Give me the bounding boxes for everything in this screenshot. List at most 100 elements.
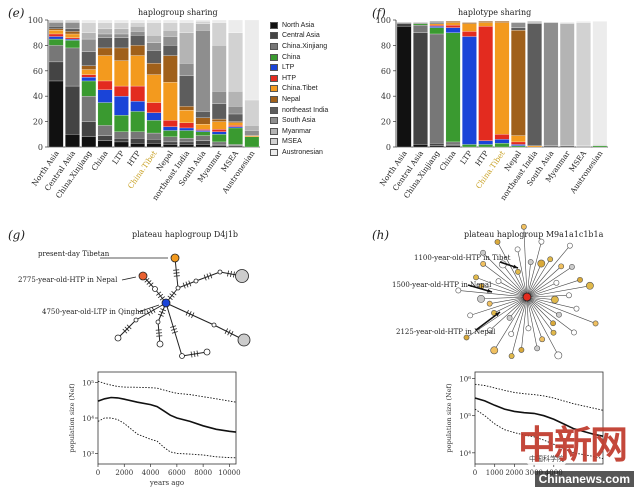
network-edge: [526, 285, 590, 298]
network-annotation: 2775-year-old-HTP in Nepal: [18, 276, 118, 284]
bar-segment: [228, 32, 243, 92]
bar-segment: [65, 31, 80, 35]
bar-segment: [130, 35, 145, 46]
bar-segment: [48, 22, 64, 27]
haplotype-node: [538, 238, 545, 245]
y-tick-label: 40: [33, 92, 43, 101]
haplotype-node: [495, 278, 502, 285]
bar-segment: [163, 136, 178, 143]
haplotype-node: [539, 336, 546, 343]
bar-segment: [163, 55, 178, 83]
bar-segment: [179, 144, 194, 148]
median-line: [97, 396, 237, 433]
legend-item: Nepal: [270, 94, 328, 105]
mutation-tick: [170, 325, 177, 328]
bar-segment: [81, 121, 97, 137]
bar-segment: [429, 143, 445, 146]
network-annotation: 2125-year-old-HTP in Nepal: [396, 328, 496, 336]
bar-segment: [244, 125, 260, 131]
bar-segment: [195, 135, 211, 141]
panel-f-title: haplotype sharing: [458, 8, 532, 17]
bar-segment: [65, 21, 80, 23]
network-edge: [509, 296, 528, 319]
legend-label: northeast India: [282, 106, 329, 114]
x-tick-label: 2000: [505, 469, 523, 477]
bar-segment: [195, 30, 211, 112]
bar-segment: [146, 22, 162, 36]
bar-segment: [65, 37, 80, 40]
bar-segment: [413, 23, 428, 26]
bar-segment: [228, 90, 243, 107]
bar-segment: [48, 30, 64, 35]
y-tick-label: 20: [381, 118, 391, 127]
bar-segment: [429, 27, 445, 35]
network-edge: [526, 266, 573, 298]
legend-item: North Asia: [270, 20, 328, 31]
panel-g-title: plateau haplogroup D4j1b: [132, 230, 239, 239]
bar-segment: [146, 63, 162, 75]
bar-segment: [195, 23, 211, 31]
mutation-tick: [182, 282, 186, 289]
haplotype-node: [569, 263, 575, 270]
mutation-tick: [173, 272, 180, 274]
network-edge: [526, 241, 542, 298]
bar-segment: [130, 85, 145, 102]
watermark-logo-text: 中新网: [517, 422, 628, 467]
bar-segment: [114, 47, 129, 61]
legend-label: China.Tibet: [282, 85, 318, 93]
y-tick-label: 10⁴: [459, 450, 471, 458]
mutation-tick: [190, 351, 193, 358]
legend-label: Nepal: [282, 95, 301, 103]
network-edge: [526, 259, 551, 298]
annotation-arrow: [475, 311, 501, 331]
bar-segment: [114, 37, 129, 49]
bar-segment: [179, 19, 194, 23]
wechat-badge: 中国科学院: [525, 453, 568, 465]
arrow-head: [495, 312, 500, 317]
network-edge: [526, 296, 543, 340]
haplotype-node: [577, 276, 583, 283]
bar-segment: [81, 65, 97, 70]
network-edge: [526, 296, 577, 309]
bar-segment: [97, 80, 113, 90]
mutation-tick: [144, 277, 150, 283]
bar-segment: [114, 131, 129, 139]
x-tick-label: China: [438, 149, 458, 173]
bar-segment: [146, 35, 162, 43]
bar-segment: [445, 32, 461, 143]
x-tick-label: LTP: [458, 149, 474, 166]
bar-segment: [130, 22, 145, 27]
bar-segment: [228, 106, 243, 115]
x-tick-label: 6000: [168, 469, 186, 477]
x-tick-label: 8000: [194, 469, 212, 477]
network-edge: [526, 282, 557, 298]
bar-segment: [429, 33, 445, 144]
bar-segment: [179, 130, 194, 139]
legend-item: Austronesian: [270, 147, 328, 158]
y-tick-label: 40: [381, 92, 391, 101]
bar-segment: [97, 47, 113, 56]
bar-segment: [211, 141, 227, 145]
bar-segment: [511, 144, 526, 146]
mutation-tick: [149, 308, 153, 315]
x-tick-label: LTP: [110, 149, 126, 166]
bar-segment: [211, 129, 227, 132]
legend-item: Central Asia: [270, 31, 328, 42]
mutation-tick: [169, 293, 175, 298]
mutation-tick: [146, 280, 152, 285]
network-edge: [493, 296, 528, 314]
mutation-tick: [206, 273, 210, 280]
mutation-tick: [196, 350, 199, 357]
bar-segment: [195, 131, 211, 136]
bar-segment: [48, 26, 64, 30]
legend-item: Myanmar: [270, 126, 328, 137]
network-edge: [526, 296, 555, 300]
legend-swatch: [270, 21, 278, 29]
y-tick-label: 10³: [82, 450, 94, 458]
bar-segment: [462, 31, 477, 37]
bar-segment: [543, 145, 559, 148]
x-tick-label: China: [90, 149, 110, 173]
haplotype-node: [473, 274, 479, 281]
annotation-leader: [137, 304, 160, 313]
